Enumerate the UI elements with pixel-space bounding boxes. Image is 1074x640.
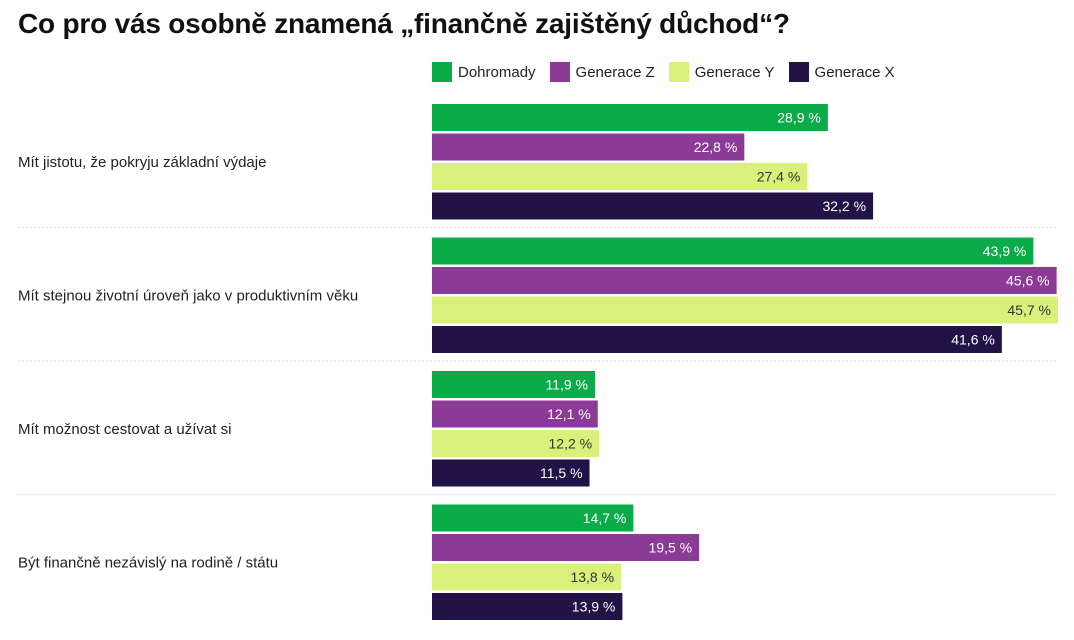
- legend-swatch-generace-y: [668, 62, 689, 82]
- data-label-generace-x: 41,6 %: [951, 332, 995, 348]
- legend-label-dohromady: Dohromady: [458, 63, 536, 81]
- bar-generace-x: [432, 459, 590, 487]
- bar-generace-z: [432, 534, 700, 561]
- bar-dohromady: [432, 104, 828, 131]
- legend-item-generace-x: Generace X: [788, 62, 895, 82]
- legend-item-generace-z: Generace Z: [549, 62, 655, 82]
- data-label-dohromady: 14,7 %: [583, 510, 627, 526]
- legend-swatch-generace-x: [788, 62, 809, 82]
- bar-generace-z: [432, 133, 745, 161]
- category-label: Mít možnost cestovat a užívat si: [18, 421, 231, 438]
- data-label-generace-z: 45,6 %: [1006, 273, 1050, 289]
- bar-dohromady: [432, 371, 596, 398]
- bar-generace-x: [432, 192, 874, 220]
- data-label-generace-y: 13,8 %: [570, 569, 614, 585]
- data-label-dohromady: 11,9 %: [545, 377, 588, 393]
- legend-item-dohromady: Dohromady: [432, 62, 536, 82]
- bar-generace-z: [432, 400, 598, 428]
- data-label-generace-z: 19,5 %: [649, 540, 693, 556]
- legend-label-generace-x: Generace X: [814, 63, 895, 81]
- bar-generace-y: [432, 163, 808, 190]
- legend-item-generace-y: Generace Y: [668, 62, 775, 82]
- bar-dohromady: [432, 504, 634, 532]
- legend-swatch-generace-z: [549, 62, 570, 82]
- bar-generace-y: [432, 430, 600, 457]
- data-label-generace-y: 12,2 %: [549, 436, 593, 452]
- category-label: Mít stejnou životní úroveň jako v produk…: [18, 287, 358, 304]
- data-label-dohromady: 28,9 %: [777, 110, 821, 126]
- data-label-generace-x: 32,2 %: [822, 198, 866, 214]
- category-label: Mít jistotu, že pokryju základní výdaje: [18, 154, 266, 171]
- data-label-generace-z: 22,8 %: [694, 139, 738, 155]
- data-label-generace-y: 45,7 %: [1007, 302, 1051, 318]
- bar-generace-y: [432, 296, 1058, 324]
- data-label-dohromady: 43,9 %: [983, 243, 1027, 259]
- bar-generace-x: [432, 326, 1002, 353]
- legend: Dohromady Generace Z Generace Y Generace…: [432, 61, 895, 83]
- bar-dohromady: [432, 237, 1034, 265]
- data-label-generace-x: 13,9 %: [572, 599, 616, 615]
- bar-generace-z: [432, 267, 1057, 294]
- category-label: Být finančně nezávislý na rodině / státu: [18, 554, 278, 571]
- bar-generace-x: [432, 593, 623, 620]
- chart-title: Co pro vás osobně znamená „finančně zaji…: [18, 8, 790, 39]
- legend-label-generace-z: Generace Z: [575, 63, 655, 81]
- data-label-generace-z: 12,1 %: [547, 406, 591, 422]
- legend-label-generace-y: Generace Y: [694, 63, 775, 81]
- data-label-generace-x: 11,5 %: [540, 465, 583, 481]
- data-label-generace-y: 27,4 %: [757, 169, 801, 185]
- bar-generace-y: [432, 563, 622, 591]
- legend-swatch-dohromady: [432, 62, 452, 82]
